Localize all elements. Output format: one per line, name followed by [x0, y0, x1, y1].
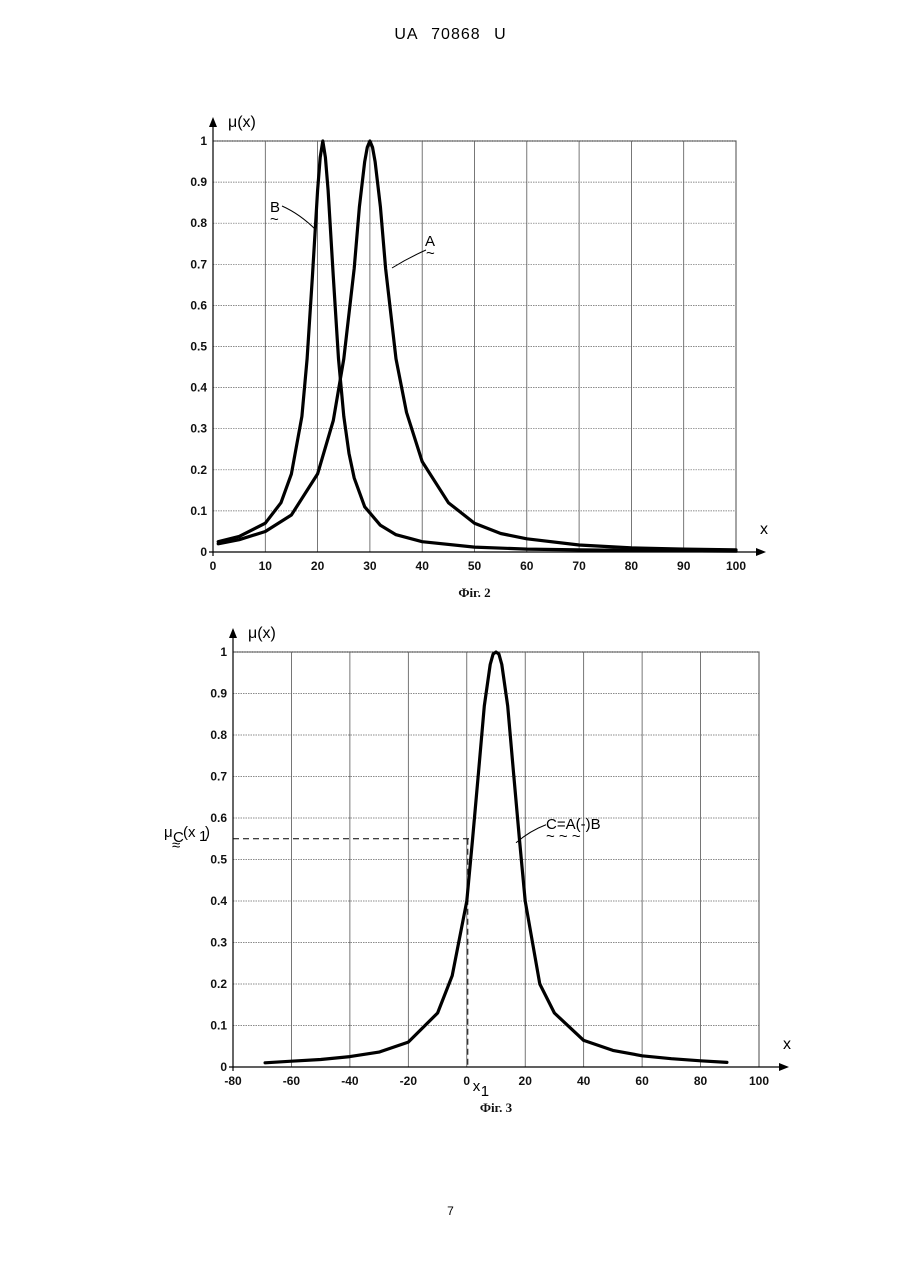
figure-caption: Фіг. 2 [458, 585, 490, 600]
x-tick-label: 70 [572, 559, 586, 573]
figure-caption: Фіг. 3 [480, 1100, 513, 1115]
y-tick-label: 0.9 [210, 687, 227, 701]
x-tick-label: 50 [468, 559, 482, 573]
y-tick-label: 0 [200, 545, 207, 559]
y-tick-label: 0.6 [210, 811, 227, 825]
x-tick-label: 100 [749, 1074, 769, 1088]
x-tick-label: -20 [400, 1074, 418, 1088]
y-tick-label: 0.5 [210, 853, 227, 867]
y-tick-label: 0.3 [190, 422, 207, 436]
x-tick-label: 30 [363, 559, 377, 573]
x-axis-arrow [756, 548, 766, 556]
series-label-a-leader [392, 250, 426, 268]
y-axis-arrow [229, 628, 237, 638]
y-tick-label: 0.2 [210, 977, 227, 991]
marker-x-label-sub: 1 [481, 1083, 489, 1100]
y-tick-label: 0.1 [210, 1019, 227, 1033]
x-tick-label: 60 [635, 1074, 649, 1088]
y-tick-label: 0.6 [190, 298, 207, 312]
y-tick-label: 0.5 [190, 340, 207, 354]
y-tick-label: 0.8 [210, 728, 227, 742]
x-tick-label: 0 [210, 559, 217, 573]
x-tick-label: -80 [224, 1074, 242, 1088]
x-tick-label: 80 [625, 559, 639, 573]
marker-y-label-close: ) [205, 824, 210, 841]
x-tick-label: 80 [694, 1074, 708, 1088]
series-label-b-leader [282, 206, 316, 230]
y-tick-label: 0.3 [210, 936, 227, 950]
y-axis-arrow [209, 117, 217, 127]
x-axis-arrow [779, 1063, 789, 1071]
y-tick-label: 1 [200, 134, 207, 148]
series-label-b-tilde: ~ [270, 211, 279, 228]
x-tick-label: -40 [341, 1074, 359, 1088]
series-label-c-tildes: ~ ~ ~ [546, 828, 581, 845]
x-tick-label: 40 [577, 1074, 591, 1088]
x-axis-label: x [783, 1036, 791, 1053]
chart-fig2: μ(x)x00.10.20.30.40.50.60.70.80.91010203… [190, 114, 768, 600]
y-tick-label: 0.1 [190, 504, 207, 518]
x-tick-label: 20 [311, 559, 325, 573]
y-tick-label: 0.7 [190, 257, 207, 271]
marker-y-label-arg: (x [183, 824, 196, 841]
y-tick-label: 0.2 [190, 463, 207, 477]
x-tick-label: 60 [520, 559, 534, 573]
y-tick-label: 0.8 [190, 216, 207, 230]
y-tick-label: 1 [220, 645, 227, 659]
x-tick-label: 20 [519, 1074, 533, 1088]
y-tick-label: 0.7 [210, 770, 227, 784]
y-axis-label: μ(x) [228, 114, 256, 131]
marker-y-label-tilde: ≈ [172, 837, 180, 854]
page-number: 7 [0, 1204, 901, 1218]
y-tick-label: 0.4 [210, 894, 227, 908]
chart-fig3: μ(x)x00.10.20.30.40.50.60.70.80.91-80-60… [164, 625, 791, 1115]
series-line-B [218, 141, 736, 551]
x-tick-label: 40 [416, 559, 430, 573]
y-tick-label: 0.9 [190, 175, 207, 189]
y-tick-label: 0.4 [190, 381, 207, 395]
x-tick-label: 100 [726, 559, 746, 573]
x-tick-label: -60 [283, 1074, 301, 1088]
y-axis-label: μ(x) [248, 625, 276, 642]
x-tick-label: 0 [463, 1074, 470, 1088]
x-tick-label: 10 [259, 559, 273, 573]
y-tick-label: 0 [220, 1060, 227, 1074]
x-axis-label: x [760, 521, 768, 538]
marker-x-label: x [473, 1078, 481, 1095]
series-label-a-tilde: ~ [426, 245, 435, 262]
series-line-A [218, 141, 736, 550]
series-line-CAB [265, 652, 727, 1063]
x-tick-label: 90 [677, 559, 691, 573]
